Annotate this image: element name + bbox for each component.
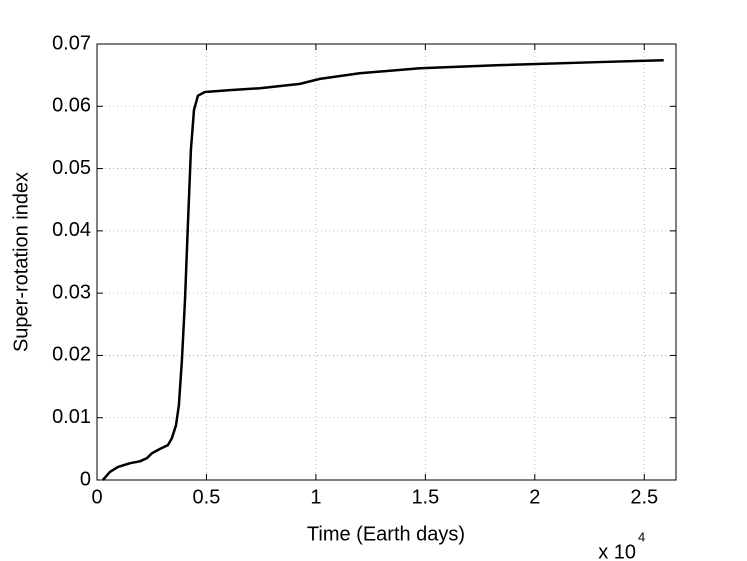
line [101, 58, 664, 481]
y-tick-label: 0.05 [52, 157, 91, 179]
y-tick-label: 0.02 [52, 344, 91, 366]
y-tick-label: 0.03 [52, 281, 91, 303]
y-tick-label: 0.04 [52, 219, 91, 241]
x-tick-label: 2 [529, 486, 540, 508]
x-tick-label: 2.5 [630, 486, 658, 508]
x-multiplier: x 10 [598, 541, 636, 561]
plot-frame [96, 43, 677, 481]
y-tick-label: 0.06 [52, 95, 91, 117]
y-axis-label: Super-rotation index [10, 172, 32, 352]
y-tick-label: 0.01 [52, 406, 91, 428]
x-tick-label: 0.5 [193, 486, 221, 508]
x-tick-label: 1 [310, 486, 321, 508]
x-multiplier-exponent: 4 [638, 529, 645, 544]
x-tick-label: 0 [91, 486, 102, 508]
y-tick-label: 0.07 [52, 32, 91, 54]
x-axis-label: Time (Earth days) [307, 523, 465, 545]
x-tick-label: 1.5 [411, 486, 439, 508]
y-tick-label: 0 [80, 468, 91, 490]
